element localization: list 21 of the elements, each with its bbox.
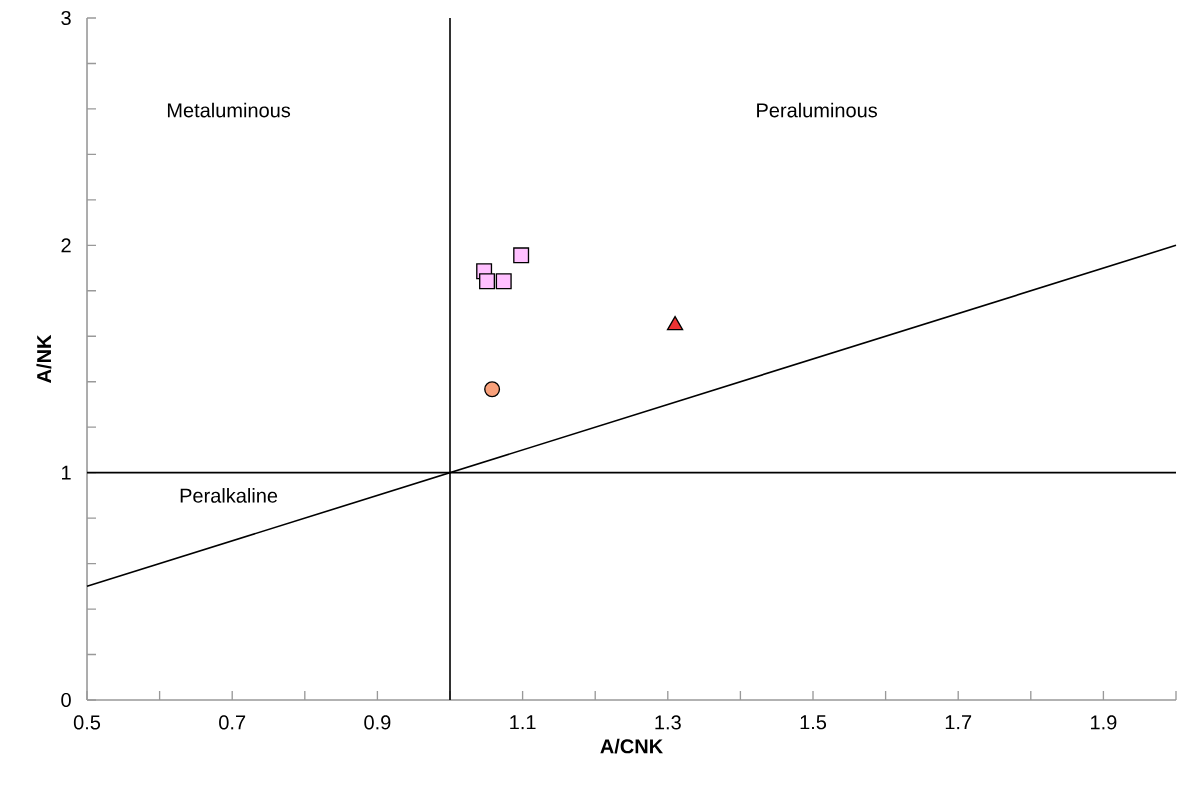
point [513,247,530,264]
x-tick-label: 0.7 [219,715,246,730]
y-tick-label: 1 [62,465,71,480]
annotation: Metaluminous [167,102,291,118]
point [484,381,501,398]
annotation: Peraluminous [757,102,878,118]
annotation: Peralkaline [180,488,278,503]
x-tick-label: 1.3 [655,715,681,730]
y-tick-label: 0 [61,692,71,708]
y-tick-label: 3 [61,10,71,26]
y-axis-title: A/NK [36,334,52,383]
point [495,273,512,290]
x-axis-title: A/CNK [600,738,663,754]
x-tick-label: 1.7 [945,715,972,730]
x-tick-label: 1.5 [800,715,827,730]
point [479,273,496,290]
x-tick-label: 1.9 [1091,715,1117,730]
y-tick-label: 2 [61,238,71,253]
x-tick-label: 0.5 [73,715,101,730]
x-tick-label: 0.9 [364,715,391,730]
x-tick-label: 1.1 [510,715,536,730]
